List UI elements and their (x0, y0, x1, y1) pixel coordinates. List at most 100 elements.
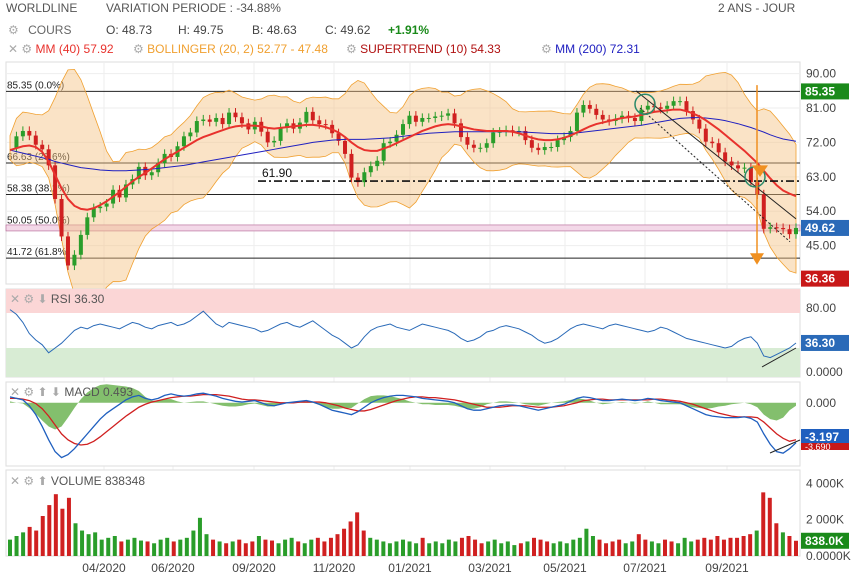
volume-bar (630, 541, 635, 556)
candle-body (246, 123, 251, 130)
mm40-line (9, 108, 797, 211)
volume-bar (80, 530, 85, 556)
legend-supertrend-value: 54.33 (470, 42, 501, 56)
close-icon: ✕ (8, 42, 19, 56)
candle-body (330, 124, 335, 134)
legend-bollinger[interactable]: ⚙ BOLLINGER (20, 2) 52.77 - 47.48 (133, 42, 328, 58)
price-y-tick: 81.00 (806, 101, 836, 115)
volume-bar (60, 508, 65, 556)
candle-body (117, 189, 122, 198)
volume-bar (191, 530, 196, 556)
candle-body (272, 140, 277, 143)
close-icon: ✕ (10, 474, 21, 488)
legend-supertrend[interactable]: ⚙ SUPERTREND (10) 54.33 (346, 42, 501, 58)
volume-bar (14, 536, 19, 556)
candle-body (491, 132, 496, 144)
volume-bar (263, 539, 268, 556)
chart-header: WORLDLINE VARIATION PERIODE : -34.88% 2 … (0, 0, 859, 16)
gear-icon: ⚙ (23, 385, 35, 399)
volume-bar (604, 543, 609, 556)
volume-bar (401, 539, 405, 556)
x-tick-label: 07/2021 (623, 561, 667, 575)
rsi-legend[interactable]: ✕ ⚙ ⬇ RSI 36.30 (10, 292, 104, 308)
candle-body (188, 132, 193, 137)
volume-bar (387, 543, 392, 556)
volume-bar (623, 543, 628, 556)
volume-bar (446, 539, 451, 556)
volume-bar (735, 537, 740, 556)
volume-bar (407, 541, 412, 556)
rsi-legend-value: 36.30 (74, 292, 105, 306)
volume-bar (741, 536, 746, 556)
period-selector[interactable]: 2 ANS - JOUR (718, 1, 796, 15)
legend-mm40-label: MM (40) (35, 42, 81, 56)
candle-body (413, 115, 418, 122)
volume-bar (47, 505, 52, 556)
candle-body (504, 130, 509, 132)
candle-body (748, 167, 753, 183)
trendline-lower (639, 107, 791, 243)
x-axis: 04/2020 06/2020 09/2020 11/2020 01/2021 03/20… (82, 561, 749, 575)
candle-body (446, 113, 451, 116)
volume-bar (355, 512, 360, 556)
volume-bar (564, 543, 569, 556)
volume-legend[interactable]: ✕ ⚙ ⬆ VOLUME 838348 (10, 474, 145, 490)
volume-bar (86, 534, 91, 556)
volume-bar (610, 541, 615, 556)
rsi-y-tick: 0.0000 (806, 365, 843, 379)
candle-body (600, 114, 605, 120)
x-tick-label: 09/2020 (232, 561, 276, 575)
candle-body (104, 203, 109, 207)
volume-bar (21, 532, 26, 556)
candle-body (85, 217, 90, 235)
gear-icon: ⚙ (541, 42, 552, 56)
volume-bar (414, 543, 419, 556)
candle-body (665, 105, 670, 109)
volume-bar (368, 537, 373, 556)
candle-body (310, 111, 315, 121)
volume-bar (597, 539, 602, 556)
price-badge (801, 83, 849, 100)
candle-body (136, 166, 141, 180)
volume-bar (270, 540, 274, 556)
candle-body (181, 136, 186, 147)
volume-bar (499, 543, 504, 556)
candle-body (516, 130, 521, 132)
macd-legend[interactable]: ✕ ⚙ ⬆ ⬇ MACD 0.493 (10, 385, 133, 401)
price-badge (801, 219, 849, 236)
price-badge-text: 49.62 (805, 221, 835, 235)
volume-bar (112, 536, 117, 556)
candle-body (407, 115, 412, 125)
candle-body (336, 133, 341, 141)
candle-body (72, 254, 77, 266)
trendline-upper (635, 90, 797, 220)
candle-body (130, 179, 135, 185)
legend-supertrend-label: SUPERTREND (10) (360, 42, 468, 56)
high-value: 49.75 (193, 23, 224, 37)
candle-body (233, 112, 238, 118)
volume-y-tick: 2 000K (806, 513, 844, 527)
candle-body (781, 228, 786, 230)
candle-body (169, 153, 174, 157)
candle-body (65, 236, 70, 266)
volume-bar (636, 534, 641, 556)
volume-bar (505, 541, 510, 556)
candle-body (426, 117, 431, 119)
fib-label: 58.38 (38.2%) (7, 183, 70, 194)
macd-legend-label: MACD (64, 385, 100, 399)
volume-bar (649, 541, 654, 556)
cours-label: COURS (28, 23, 72, 37)
legend-mm40[interactable]: ✕ ⚙ MM (40) 57.92 (8, 42, 114, 58)
legend-mm200[interactable]: ⚙ MM (200) 72.31 (541, 42, 640, 58)
volume-bar (479, 543, 484, 556)
candle-body (259, 121, 264, 132)
volume-bar (106, 537, 111, 556)
volume-bar (132, 537, 137, 556)
volume-bar (139, 540, 143, 556)
volume-bar (289, 537, 294, 556)
candle-body (149, 172, 154, 176)
volume-bar (217, 541, 222, 556)
settings-icon[interactable]: ⚙ (8, 23, 19, 37)
candle-body (723, 152, 728, 162)
